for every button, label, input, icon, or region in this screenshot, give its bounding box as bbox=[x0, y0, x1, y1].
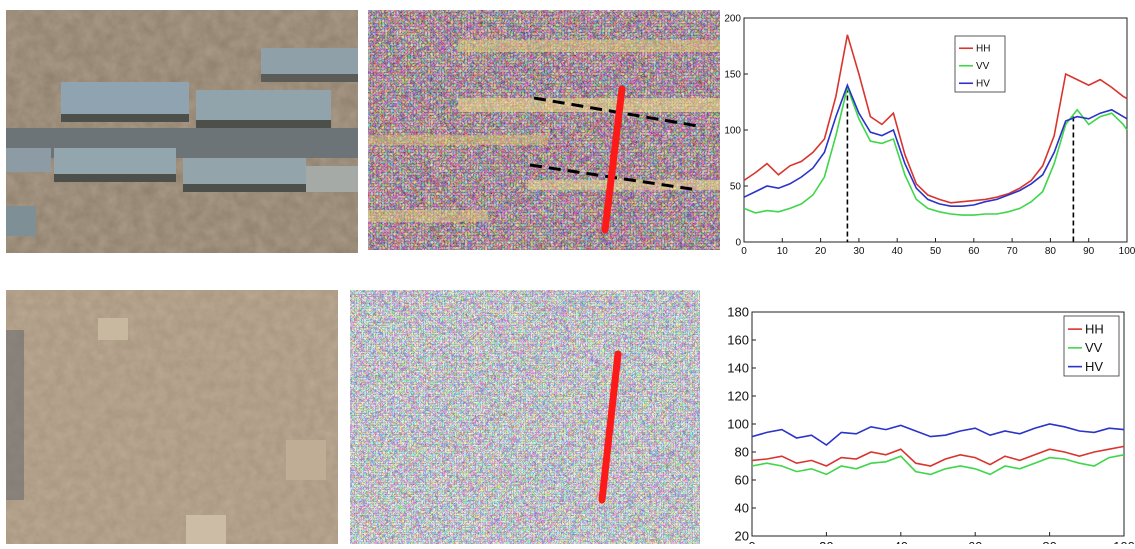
plot-frame bbox=[743, 17, 1128, 243]
plot-frame bbox=[751, 311, 1125, 537]
legend-label-hv: HV bbox=[1085, 359, 1103, 374]
optical-image-intact-buildings bbox=[6, 10, 358, 253]
x-tick-label: 80 bbox=[1045, 246, 1057, 257]
x-tick-label: 0 bbox=[741, 246, 747, 257]
y-tick-label: 160 bbox=[727, 332, 749, 347]
transect-line bbox=[601, 85, 626, 234]
x-tick-label: 20 bbox=[819, 539, 833, 544]
x-tick-label: 100 bbox=[1113, 539, 1135, 544]
legend-label-vv: VV bbox=[976, 61, 990, 72]
legend-label-vv: VV bbox=[1085, 340, 1103, 355]
series-line-vv bbox=[751, 454, 1125, 476]
series-line-hh bbox=[743, 34, 1128, 204]
series-line-hv bbox=[743, 82, 1128, 207]
series-line-hv bbox=[751, 423, 1125, 446]
y-tick-label: 180 bbox=[727, 304, 749, 319]
y-tick-label: 150 bbox=[724, 69, 741, 80]
x-tick-label: 80 bbox=[1042, 539, 1056, 544]
transect-line bbox=[598, 350, 622, 504]
x-tick-label: 70 bbox=[1007, 246, 1019, 257]
x-tick-label: 10 bbox=[777, 246, 789, 257]
legend-label-hh: HH bbox=[1085, 321, 1104, 336]
y-tick-label: 100 bbox=[724, 125, 741, 136]
x-tick-label: 90 bbox=[1083, 246, 1095, 257]
x-tick-label: 20 bbox=[815, 246, 827, 257]
y-tick-label: 0 bbox=[735, 237, 741, 248]
x-tick-label: 60 bbox=[968, 246, 980, 257]
legend-label-hh: HH bbox=[976, 44, 990, 55]
x-tick-label: 40 bbox=[894, 539, 908, 544]
x-tick-label: 60 bbox=[968, 539, 982, 544]
sar-image-intact-buildings bbox=[368, 10, 720, 250]
y-tick-label: 200 bbox=[724, 13, 741, 24]
y-tick-label: 60 bbox=[735, 472, 749, 487]
profile-chart-collapsed: 02040608010020406080100120140160180HHVVH… bbox=[722, 292, 1135, 549]
series-line-hh bbox=[751, 445, 1125, 467]
y-tick-label: 140 bbox=[727, 360, 749, 375]
optical-image-collapsed-buildings bbox=[6, 290, 338, 544]
legend-label-hv: HV bbox=[976, 79, 990, 90]
y-tick-label: 40 bbox=[735, 500, 749, 515]
x-tick-label: 50 bbox=[930, 246, 942, 257]
y-tick-label: 20 bbox=[735, 528, 749, 543]
x-tick-label: 0 bbox=[748, 539, 755, 544]
profile-chart-intact: 0 10 20 30 40 50 60 70 80 90 100 0 50 100 150 200 HH VV HV bbox=[722, 2, 1135, 264]
x-tick-label: 40 bbox=[892, 246, 904, 257]
x-tick-label: 100 bbox=[1119, 246, 1135, 257]
y-tick-label: 100 bbox=[727, 416, 749, 431]
y-tick-label: 50 bbox=[730, 181, 742, 192]
y-tick-label: 80 bbox=[735, 444, 749, 459]
x-tick-label: 30 bbox=[853, 246, 865, 257]
y-tick-label: 120 bbox=[727, 388, 749, 403]
sar-image-collapsed-buildings bbox=[350, 290, 700, 544]
